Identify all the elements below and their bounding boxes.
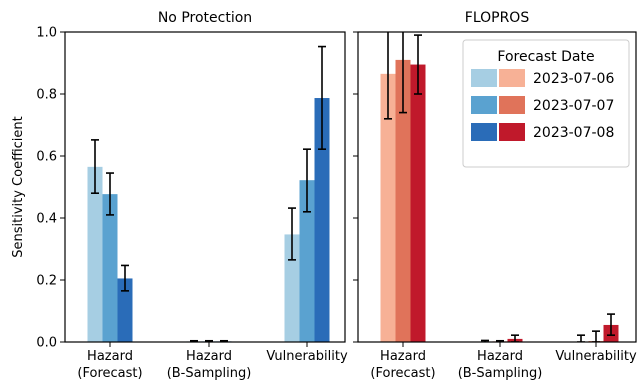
x-tick-label: Hazard	[477, 349, 523, 364]
y-tick-label: 0.8	[36, 88, 57, 103]
x-tick-label: (B-Sampling)	[167, 366, 252, 381]
bar	[117, 278, 133, 342]
plot-area	[87, 45, 330, 342]
y-axis-label: Sensitivity Coefficient	[11, 116, 26, 258]
bar	[102, 194, 118, 342]
error-bar	[121, 264, 129, 292]
error-bar	[318, 45, 326, 150]
x-tick-label: (Forecast)	[77, 366, 142, 381]
error-bar	[607, 313, 615, 336]
legend-swatch	[499, 69, 525, 87]
legend-label: 2023-07-08	[533, 125, 614, 141]
error-bar	[399, 32, 407, 114]
x-tick-label: Hazard	[380, 349, 426, 364]
x-tick-label: Hazard	[186, 349, 232, 364]
legend-swatch	[471, 123, 497, 141]
bar	[380, 73, 396, 342]
x-tick-label: Vulnerability	[555, 349, 637, 364]
legend-swatch	[471, 96, 497, 114]
panel-frame	[64, 31, 346, 343]
x-tick-label: (Forecast)	[370, 366, 435, 381]
x-tick-label: Hazard	[87, 349, 133, 364]
error-bar	[577, 334, 585, 342]
error-bar	[384, 32, 392, 120]
legend-label: 2023-07-06	[533, 71, 614, 87]
panels: No Protection 0.0 0.2 0.4 0.6 0.8 1.0 Hazard (Fo…	[36, 10, 637, 381]
error-bar	[106, 172, 114, 216]
bar	[299, 180, 315, 342]
panel-title: No Protection	[158, 10, 252, 26]
legend-entry: 2023-07-07	[471, 96, 614, 114]
legend: Forecast Date 2023-07-06 2023-07-07 2023-07…	[462, 39, 630, 168]
bar	[87, 166, 103, 342]
error-bar	[288, 207, 296, 261]
y-tick-label: 1.0	[36, 26, 57, 41]
error-bar	[511, 334, 519, 342]
panel-1: FLOPROS Hazard (Forecast) Hazard (B-Sampling…	[353, 10, 637, 381]
x-tick-label: (B-Sampling)	[458, 366, 543, 381]
panel-title: FLOPROS	[465, 10, 530, 26]
y-tick-label: 0.4	[36, 212, 57, 227]
legend-title: Forecast Date	[497, 49, 594, 65]
bar	[395, 59, 411, 342]
y-tick-label: 0.0	[36, 336, 57, 351]
error-bar	[414, 34, 422, 95]
legend-label: 2023-07-07	[533, 98, 614, 114]
legend-swatch	[471, 69, 497, 87]
error-bar	[303, 148, 311, 213]
legend-entry: 2023-07-08	[471, 123, 614, 141]
y-tick-label: 0.6	[36, 150, 57, 165]
bar	[284, 234, 300, 342]
panel-frame	[357, 31, 637, 343]
legend-swatch	[499, 96, 525, 114]
bar	[314, 98, 330, 342]
error-bar	[592, 330, 600, 342]
x-tick-label: Vulnerability	[266, 349, 348, 364]
legend-swatch	[499, 123, 525, 141]
bar	[410, 64, 426, 342]
y-tick-label: 0.2	[36, 274, 57, 289]
plot-area	[380, 32, 619, 342]
error-bar	[91, 139, 99, 194]
legend-entry: 2023-07-06	[471, 69, 614, 87]
panel-0: No Protection 0.0 0.2 0.4 0.6 0.8 1.0 Hazard (Fo…	[36, 10, 348, 381]
